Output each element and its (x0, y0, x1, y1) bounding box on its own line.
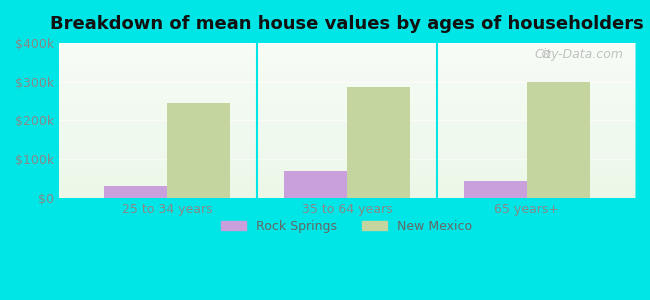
Bar (284, 171, 347, 198)
Bar (464, 181, 527, 198)
Bar (104, 186, 167, 198)
Bar (104, 186, 167, 198)
Legend: Rock Springs, New Mexico: Rock Springs, New Mexico (216, 215, 478, 238)
Bar (464, 181, 527, 198)
Bar (347, 88, 410, 198)
Bar (167, 103, 230, 198)
Bar (347, 88, 410, 198)
Bar (527, 82, 590, 198)
Title: Breakdown of mean house values by ages of householders: Breakdown of mean house values by ages o… (50, 15, 644, 33)
Bar (284, 171, 347, 198)
Text: City-Data.com: City-Data.com (534, 47, 623, 61)
Text: ⊙: ⊙ (541, 47, 551, 61)
Bar (527, 82, 590, 198)
Bar (167, 103, 230, 198)
